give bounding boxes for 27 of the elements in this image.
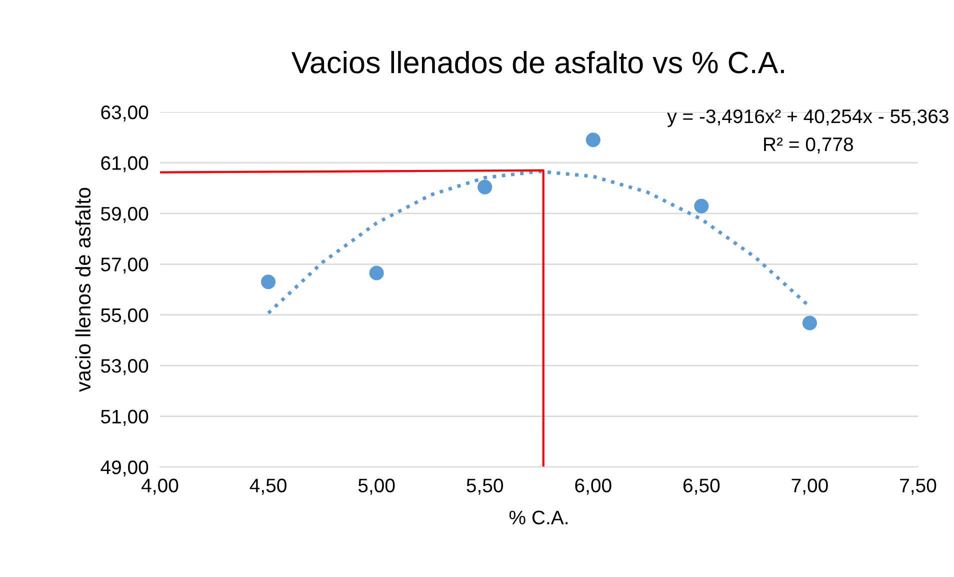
x-tick-label: 4,50 [250,478,286,495]
point [694,198,709,214]
x-tick-label: 4,00 [142,478,178,495]
x-tick-label: 6,00 [575,478,612,495]
x-tick-label: 6,50 [683,478,720,495]
y-tick-label: 49,00 [100,460,148,477]
y-axis-title: vacio llenos de asfalto [75,188,91,392]
x-tick-label: 5,50 [466,478,504,495]
y-tick-label: 59,00 [101,206,148,223]
x-tick-label: 5,00 [358,478,395,495]
annotation: R² = 0,778 [764,137,853,154]
point [369,266,384,280]
y-tick-label: 55,00 [101,308,148,324]
annotation: y = -3,4916x² + 40,254x - 55,363 [667,109,948,128]
x-tick-label: 7,00 [792,478,828,495]
chart-title: Vacios llenados de asfalto vs % C.A. [291,50,784,74]
point [478,180,492,194]
y-tick-label: 63,00 [101,105,148,122]
y-tick-label: 61,00 [101,156,148,172]
y-tick-label: 57,00 [101,258,148,274]
point [261,274,276,290]
point [586,132,600,148]
x-axis-title: % C.A. [509,510,568,524]
y-tick-label: 53,00 [101,359,148,376]
x-tick-label: 7,50 [900,478,936,495]
y-tick-label: 51,00 [101,410,148,426]
point [802,316,817,330]
